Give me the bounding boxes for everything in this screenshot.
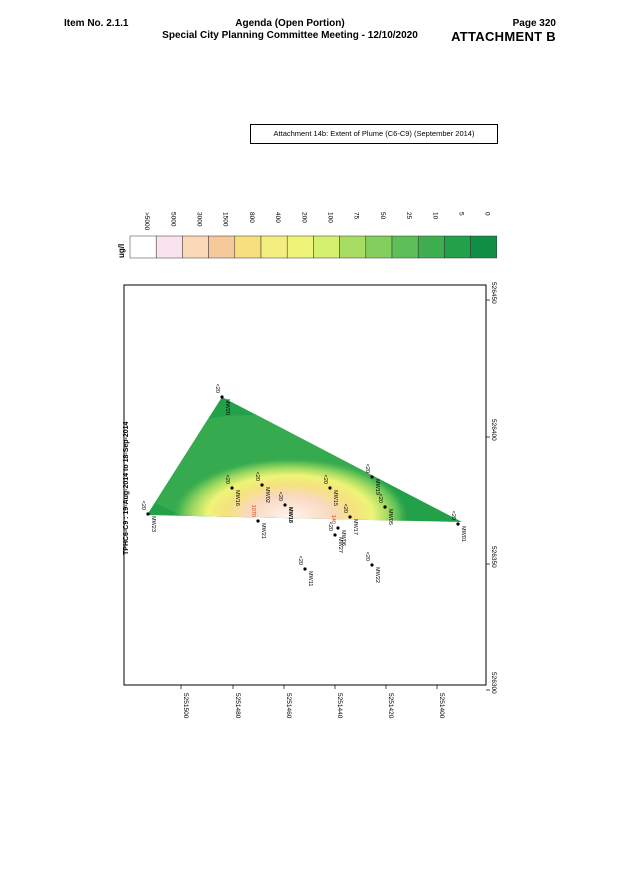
legend-swatch: [286, 235, 314, 259]
legend-label: 100: [327, 212, 334, 223]
well-name: MW15: [332, 490, 338, 506]
legend-label: 200: [300, 212, 307, 223]
well-marker: [260, 483, 264, 487]
x-tick-label: 526350: [490, 546, 497, 568]
figure-caption: Attachment 14b: Extent of Plume (C6-C9) …: [250, 124, 498, 144]
well-name: MW06: [340, 530, 346, 546]
legend-swatch: [313, 235, 340, 259]
well-name: MW17: [352, 519, 358, 535]
map-rotated-layer: TPHC6-C9 : 19-Aug-2014 to 18-Sep-2014 >50…: [117, 212, 498, 719]
legend-swatch: [260, 235, 288, 259]
legend-unit: ug/l: [117, 244, 126, 258]
attachment-label: ATTACHMENT B: [451, 29, 556, 44]
legend-swatch: [234, 235, 262, 259]
legend-swatch: [417, 235, 445, 259]
legend-swatch: [129, 235, 157, 259]
well-name: MW01: [460, 526, 466, 542]
y-tick-label: 5251460: [285, 693, 292, 719]
well-value: <20: [277, 492, 283, 501]
legend-label: 75: [353, 212, 360, 220]
well-name: MW11: [307, 571, 313, 586]
legend-label: 10: [431, 212, 438, 220]
meeting-title: Special City Planning Committee Meeting …: [162, 30, 418, 41]
map-frame: [123, 284, 487, 686]
y-tick-label: 5251480: [234, 693, 241, 719]
legend-label: >5000: [143, 212, 150, 231]
well-value: <20: [364, 552, 370, 561]
agenda-heading: Agenda (Open Portion) Special City Plann…: [140, 18, 440, 42]
well-value: <20: [342, 504, 348, 513]
well-name: MW20: [224, 399, 230, 415]
legend-label: 3000: [196, 212, 203, 227]
x-tick-label: 526450: [490, 282, 497, 304]
legend-swatch: [444, 235, 471, 259]
well-marker: [283, 503, 287, 507]
y-tick-label: 5251420: [387, 693, 394, 719]
x-tick-label: 526300: [490, 672, 497, 694]
legend-label: 800: [248, 212, 255, 223]
legend-label: 5: [458, 212, 465, 216]
legend-swatch: [470, 235, 498, 259]
item-number: Item No. 2.1.1: [64, 18, 129, 29]
well-name: MW16: [234, 490, 240, 506]
well-marker: [230, 486, 234, 490]
well-value: <20: [377, 494, 383, 503]
well-value: <20: [364, 464, 370, 473]
map-title: TPHC6-C9 : 19-Aug-2014 to 18-Sep-2014: [123, 421, 130, 555]
well-marker: [220, 395, 224, 399]
well-name: MW19: [374, 479, 380, 495]
well-marker: [146, 512, 150, 516]
well-value: <20: [322, 475, 328, 484]
well-marker: [328, 486, 332, 490]
legend-swatch: [365, 235, 393, 259]
legend-label: 50: [379, 212, 386, 220]
well-name: MW18: [287, 507, 293, 523]
page-number: Page 320: [512, 18, 556, 29]
legend-label: 5000: [169, 212, 176, 227]
well-marker: [456, 522, 460, 526]
page-info: Page 320 ATTACHMENT B: [451, 18, 556, 44]
well-marker: [370, 475, 374, 479]
y-tick-label: 5251440: [336, 693, 343, 719]
well-marker: [333, 533, 337, 537]
well-value: <20: [450, 511, 456, 520]
legend-label: 0: [484, 212, 491, 216]
well-value: <20: [140, 501, 146, 510]
well-value: 140: [330, 515, 336, 524]
legend-swatch: [208, 235, 236, 259]
well-value: <20: [297, 556, 303, 565]
legend-label: 400: [274, 212, 281, 223]
well-name: MW21: [260, 523, 266, 539]
legend-swatch: [182, 235, 209, 259]
well-name: MW05: [387, 509, 393, 525]
well-value: <20: [224, 475, 230, 484]
y-tick-label: 5251400: [438, 693, 445, 719]
legend-swatch: [391, 235, 419, 259]
legend-swatch: [155, 235, 183, 259]
well-name: MW22: [374, 567, 380, 583]
well-marker: [383, 505, 387, 509]
well-marker: [370, 563, 374, 567]
agenda-title: Agenda (Open Portion): [235, 18, 345, 29]
legend-swatch: [339, 235, 367, 259]
well-value: 1070: [250, 505, 256, 517]
well-name: MW02: [264, 487, 270, 503]
well-marker: [336, 526, 340, 530]
well-name: MW27: [337, 537, 343, 553]
well-marker: [256, 519, 260, 523]
well-value: <20: [254, 472, 260, 481]
well-value: <20: [327, 522, 333, 531]
legend-label: 1500: [222, 212, 229, 227]
x-tick-label: 526400: [490, 419, 497, 441]
well-value: <20: [214, 384, 220, 393]
well-marker: [303, 567, 307, 571]
well-marker: [348, 515, 352, 519]
y-tick-label: 5251500: [182, 693, 189, 719]
legend-label: 25: [405, 212, 412, 220]
well-name: MW23: [150, 516, 156, 532]
